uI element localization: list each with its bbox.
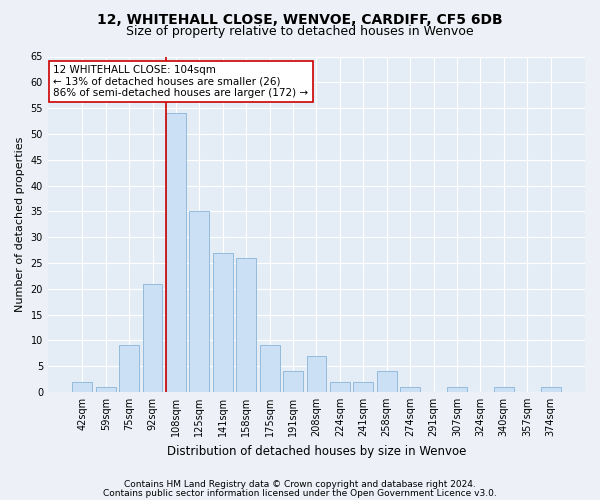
X-axis label: Distribution of detached houses by size in Wenvoe: Distribution of detached houses by size … <box>167 444 466 458</box>
Bar <box>447 387 467 392</box>
Bar <box>73 382 92 392</box>
Bar <box>307 356 326 392</box>
Text: Size of property relative to detached houses in Wenvoe: Size of property relative to detached ho… <box>126 25 474 38</box>
Text: Contains HM Land Registry data © Crown copyright and database right 2024.: Contains HM Land Registry data © Crown c… <box>124 480 476 489</box>
Bar <box>143 284 163 392</box>
Bar <box>400 387 420 392</box>
Bar <box>260 346 280 392</box>
Bar <box>166 114 186 392</box>
Y-axis label: Number of detached properties: Number of detached properties <box>15 136 25 312</box>
Bar <box>330 382 350 392</box>
Bar <box>283 372 303 392</box>
Bar <box>541 387 560 392</box>
Bar <box>96 387 116 392</box>
Bar <box>119 346 139 392</box>
Bar <box>377 372 397 392</box>
Bar <box>353 382 373 392</box>
Text: 12, WHITEHALL CLOSE, WENVOE, CARDIFF, CF5 6DB: 12, WHITEHALL CLOSE, WENVOE, CARDIFF, CF… <box>97 12 503 26</box>
Bar <box>494 387 514 392</box>
Text: Contains public sector information licensed under the Open Government Licence v3: Contains public sector information licen… <box>103 488 497 498</box>
Bar <box>213 252 233 392</box>
Bar <box>190 212 209 392</box>
Bar <box>236 258 256 392</box>
Text: 12 WHITEHALL CLOSE: 104sqm
← 13% of detached houses are smaller (26)
86% of semi: 12 WHITEHALL CLOSE: 104sqm ← 13% of deta… <box>53 65 308 98</box>
